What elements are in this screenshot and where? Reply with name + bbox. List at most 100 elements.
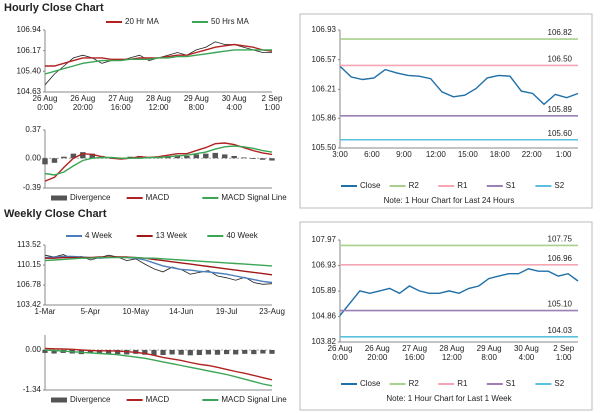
chart-note: Note: 1 Hour Chart for Last 24 Hours: [384, 196, 515, 205]
divergence-bar: [184, 155, 190, 159]
legend-label: S1: [506, 181, 516, 190]
divergence-bar: [80, 152, 86, 159]
y-tick-label: 105.86: [312, 113, 337, 122]
divergence-bar: [87, 349, 94, 354]
x-tick-label: 9:00: [396, 150, 412, 159]
panel-frame: [299, 13, 593, 209]
level-label: 105.10: [548, 300, 573, 309]
divergence-bar: [151, 349, 157, 356]
x-tick-label: 8:00: [481, 353, 497, 362]
divergence-bar: [127, 156, 133, 159]
divergence-bar: [193, 154, 200, 159]
x-tick-label: 18:00: [490, 150, 511, 159]
legend-label: Divergence: [70, 193, 111, 202]
x-tick-label: 1-Mar: [35, 307, 56, 316]
divergence-bar: [115, 349, 121, 355]
y-tick-label: 106.17: [17, 46, 42, 55]
series-line: [44, 145, 273, 176]
x-tick-label: 16:00: [405, 353, 426, 362]
x-tick-label: 12:00: [426, 150, 447, 159]
x-tick-label: 0:00: [37, 103, 53, 112]
series-line: [44, 347, 273, 381]
section-title: Weekly Close Chart: [4, 208, 107, 220]
x-tick-label: 14-Jun: [169, 307, 193, 316]
y-tick-label: 106.57: [312, 55, 337, 64]
x-tick-label: 29 Aug: [184, 94, 209, 103]
x-tick-label: 0:00: [332, 353, 348, 362]
series-line: [44, 349, 273, 387]
legend-swatch: [51, 397, 67, 403]
legend-label: R1: [457, 379, 468, 388]
y-tick-label: 105.40: [17, 66, 42, 75]
divergence-bar: [178, 349, 184, 355]
x-tick-label: 22:00: [522, 150, 543, 159]
legend-label: 4 Week: [85, 231, 113, 240]
level-label: 107.75: [548, 235, 573, 244]
y-tick-label: -0.39: [23, 183, 42, 192]
y-tick-label: 106.94: [17, 25, 42, 34]
y-tick-label: 105.89: [312, 286, 337, 295]
y-tick-label: 107.97: [312, 235, 337, 244]
x-tick-label: 16:00: [111, 103, 132, 112]
x-tick-label: 4:00: [519, 353, 535, 362]
series-line: [339, 268, 579, 316]
x-tick-label: 2 Sep: [262, 94, 283, 103]
divergence-bar: [269, 158, 275, 161]
divergence-bar: [51, 158, 58, 163]
legend-label: R2: [409, 181, 420, 190]
legend-label: MACD: [146, 193, 170, 202]
x-tick-label: 12:00: [148, 103, 169, 112]
x-tick-label: 27 Aug: [402, 344, 427, 353]
y-tick-label: 104.86: [312, 312, 337, 321]
x-tick-label: 10-May: [122, 307, 149, 316]
x-tick-label: 28 Aug: [439, 344, 464, 353]
level-label: 106.96: [548, 254, 573, 263]
divergence-bar: [42, 158, 48, 165]
divergence-bar: [89, 153, 96, 159]
x-tick-label: 6:00: [364, 150, 380, 159]
divergence-bar: [61, 156, 67, 159]
y-tick-label: 113.52: [17, 240, 41, 249]
divergence-bar: [205, 349, 212, 355]
series-line: [45, 256, 273, 276]
x-tick-label: 30 Aug: [222, 94, 247, 103]
legend-label: R1: [457, 181, 468, 190]
x-tick-label: 20:00: [73, 103, 94, 112]
divergence-bar: [169, 349, 175, 355]
y-tick-label: 106.93: [312, 261, 337, 270]
x-tick-label: 8:00: [189, 103, 205, 112]
series-line: [44, 41, 272, 86]
legend-label: 13 Week: [156, 231, 188, 240]
divergence-bar: [242, 349, 248, 354]
series-line: [44, 256, 273, 267]
x-tick-label: 28 Aug: [146, 94, 171, 103]
divergence-bar: [221, 154, 228, 159]
x-tick-label: 1:00: [556, 353, 572, 362]
legend-label: Close: [360, 379, 381, 388]
legend-label: MACD Signal Line: [221, 193, 287, 202]
divergence-bar: [42, 349, 48, 353]
divergence-bar: [105, 349, 112, 354]
divergence-bar: [260, 349, 266, 354]
divergence-bar: [251, 349, 257, 355]
y-tick-label: 106.93: [312, 25, 337, 34]
y-tick-label: 103.82: [312, 337, 337, 346]
divergence-bar: [231, 155, 237, 159]
divergence-bar: [259, 158, 266, 160]
divergence-bar: [212, 152, 218, 159]
x-tick-label: 1:00: [264, 103, 280, 112]
legend-label: MACD Signal Line: [221, 395, 287, 404]
divergence-bar: [233, 349, 239, 355]
y-tick-label: 103.42: [17, 300, 42, 309]
x-tick-label: 27 Aug: [108, 94, 133, 103]
divergence-bar: [214, 349, 221, 355]
legend-label: 50 Hrs MA: [211, 17, 249, 26]
divergence-bar: [142, 349, 148, 355]
divergence-bar: [240, 157, 247, 159]
x-tick-label: 30 Aug: [514, 344, 539, 353]
series-line: [339, 65, 579, 106]
x-tick-label: 26 Aug: [70, 94, 95, 103]
legend-label: S2: [554, 379, 564, 388]
